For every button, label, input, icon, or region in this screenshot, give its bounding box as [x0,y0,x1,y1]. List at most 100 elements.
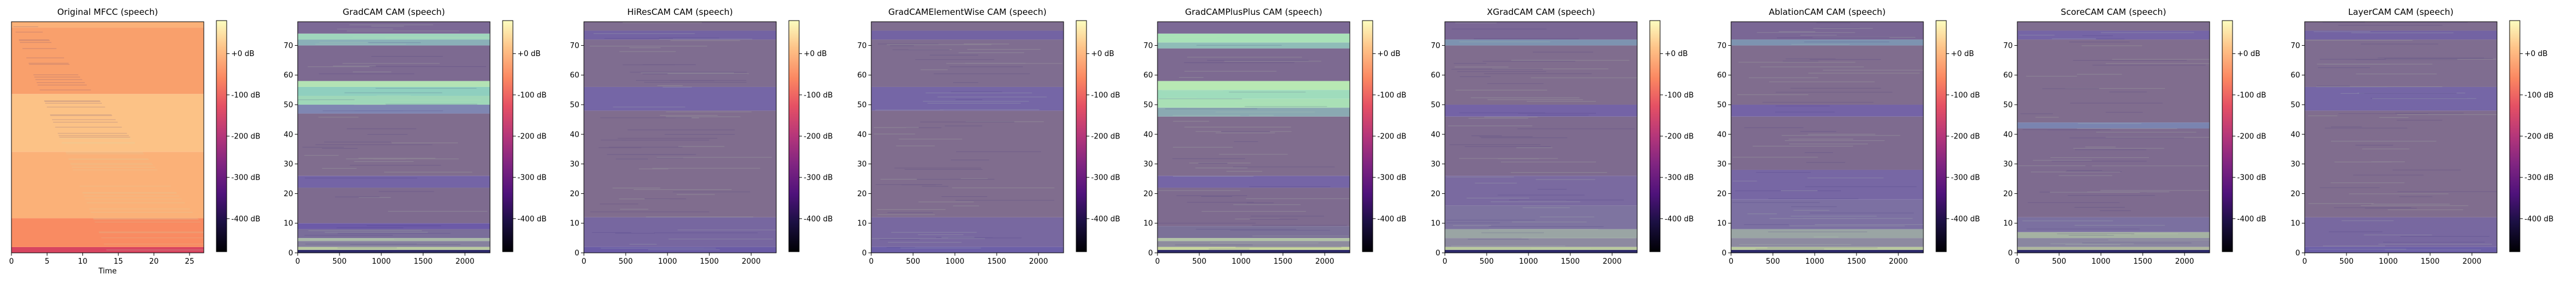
heatmap-texture-line [1484,73,1592,74]
x-ticks: 0 500 1000 1500 2000 [2015,253,2194,266]
heatmap-texture-line [1173,121,1210,122]
chart-title: GradCAMPlusPlus CAM (speech) [1185,7,1322,17]
heatmap-texture-line [371,55,443,57]
heatmap-texture-line [2388,209,2463,210]
heatmap-texture [2018,32,2210,252]
x-axis-label: Time [98,267,117,276]
heatmap-texture-line [1161,90,1223,92]
heatmap-texture-line [908,49,952,50]
heatmap-texture-line [1460,76,1491,77]
heatmap-band [298,247,490,250]
heatmap-texture-line [1776,37,1890,38]
heatmap-texture-line [657,85,683,86]
heatmap-texture-line [2338,25,2443,26]
heatmap-texture-line [2400,236,2490,237]
heatmap-texture-line [1803,218,1913,219]
heatmap [2017,22,2210,253]
heatmap-texture-line [46,106,105,108]
y-tick-label: 0 [575,249,579,258]
heatmap-band [298,96,490,105]
y-tick-label: 50 [857,101,867,110]
heatmap-band [11,22,204,28]
axes-frame [2017,21,2210,253]
heatmap-band [11,218,204,247]
chart-title: Original MFCC (speech) [57,7,158,17]
y-tick-label: 60 [1717,72,1726,80]
heatmap-texture-line [1471,97,1580,98]
heatmap-texture-line [2018,165,2086,166]
heatmap-band [1445,238,1637,247]
colorbar: +0 dB -100 dB -200 dB -300 dB -400 dB [2509,20,2554,252]
colorbar-tick-label: +0 dB [517,50,540,58]
heatmap-texture-line [106,249,204,251]
heatmap-texture-line [2397,114,2497,115]
y-tick-label: 20 [1431,190,1440,198]
colorbar-tick-label: -200 dB [1377,133,1406,141]
y-tick-label: 50 [2290,101,2300,110]
heatmap-texture-line [68,159,149,160]
x-tick-label: 2000 [2463,257,2482,266]
heatmap-texture-line [1531,77,1637,78]
heatmap-texture-line [73,169,157,170]
heatmap [584,22,776,253]
heatmap-texture-line [916,178,995,180]
heatmap-texture-line [2052,38,2096,39]
x-ticks: 0 500 1000 1500 2000 [582,253,761,266]
y-tick-label: 20 [570,190,579,198]
heatmap-texture-line [2022,129,2111,130]
heatmap-texture-line [670,40,740,41]
colorbar-tick-label: +0 dB [1377,50,1400,58]
heatmap-texture-line [1527,101,1596,102]
heatmap-texture-line [652,168,760,169]
heatmap-band [1445,105,1637,117]
heatmap-texture-line [1816,22,1851,23]
y-tick-label: 20 [2290,190,2300,198]
heatmap-band [298,86,490,96]
heatmap-texture-line [2033,160,2092,161]
colorbar-tick-label: -100 dB [1091,91,1120,100]
y-tick-label: 60 [2290,72,2300,80]
heatmap-texture-line [678,146,725,147]
heatmap-band [298,188,490,224]
colorbar: +0 dB -100 dB -200 dB -300 dB -400 dB [1076,20,1120,252]
heatmap-texture-line [2057,233,2135,235]
heatmap-texture-line [2390,241,2451,243]
heatmap-texture-line [45,102,102,104]
heatmap-texture-line [967,49,1041,50]
colorbar-gradient [2222,20,2233,252]
colorbar-tick-label: +0 dB [804,50,827,58]
colorbar-tick-label: -300 dB [1091,174,1120,182]
heatmap-band [2017,128,2210,217]
panel-0: Original MFCC (speech) 0 5 10 15 20 25 Time +0 d… [9,7,260,276]
heatmap-texture-line [2353,174,2424,176]
heatmap-texture-line [19,40,50,41]
heatmap-texture [2305,22,2497,251]
heatmap-texture-line [22,48,57,49]
heatmap-texture-line [1184,70,1277,72]
heatmap-texture-line [33,74,78,76]
heatmap-band [1157,33,1350,43]
heatmap-texture-line [1807,177,1884,178]
heatmap-texture-line [1512,221,1587,223]
heatmap-texture-line [1757,32,1855,33]
heatmap-texture-line [2330,126,2362,128]
heatmap-texture-line [961,178,988,179]
heatmap-texture-line [1187,106,1247,108]
heatmap-band [1731,229,1923,239]
heatmap-band [1731,45,1923,105]
heatmap-texture-line [315,144,433,145]
heatmap-texture-line [1479,136,1533,137]
heatmap-texture-line [55,126,122,128]
heatmap-texture-line [887,44,991,45]
x-tick-label: 0 [9,257,14,266]
heatmap-texture-line [2068,195,2155,196]
heatmap-texture-line [2077,123,2142,124]
heatmap-texture-line [918,201,974,202]
y-ticks: 0 10 20 30 40 50 60 70 [1431,42,1445,258]
heatmap-texture-line [1739,244,1851,245]
x-tick-label: 1000 [1232,257,1251,266]
colorbar-tick-label: -200 dB [1951,133,1980,141]
x-tick-label: 1000 [2379,257,2398,266]
y-tick-label: 20 [1143,190,1153,198]
x-tick-label: 0 [1443,257,1447,266]
